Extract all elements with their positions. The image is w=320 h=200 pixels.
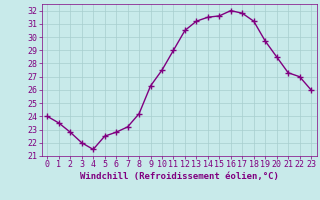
X-axis label: Windchill (Refroidissement éolien,°C): Windchill (Refroidissement éolien,°C) <box>80 172 279 181</box>
